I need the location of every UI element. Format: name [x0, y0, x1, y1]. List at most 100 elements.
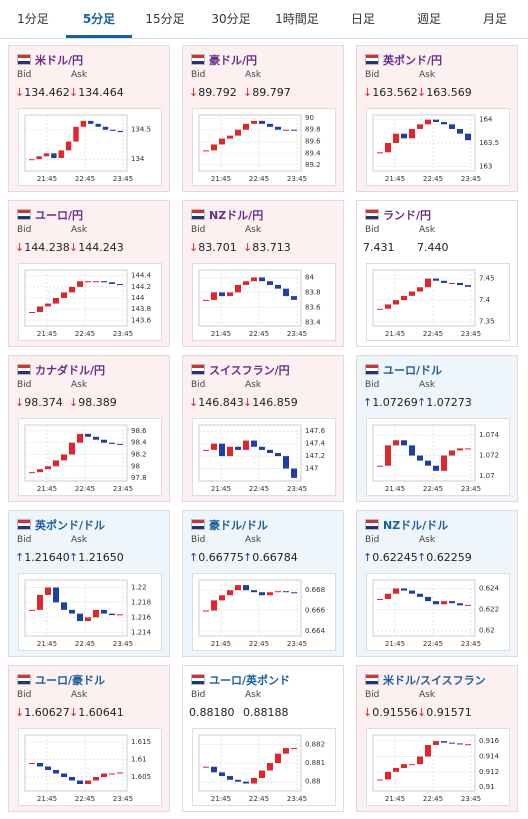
ask-value: ↓0.91571	[417, 706, 472, 719]
candle	[85, 617, 91, 622]
rate-card[interactable]: ユーロ/豪ドル Bid Ask ↓1.60627 ↓1.60641 1.605 1.61 1.…	[8, 665, 170, 812]
x-tick-label: 21:45	[385, 175, 405, 183]
candle	[291, 129, 297, 131]
candle	[267, 449, 273, 453]
y-tick-label: 1.615	[131, 738, 151, 746]
candle	[417, 287, 423, 292]
ask-number: 1.21650	[78, 551, 124, 564]
candle	[227, 446, 233, 457]
ask-number: 0.91571	[426, 706, 472, 719]
candle	[227, 135, 233, 139]
tab[interactable]: 15分足	[145, 12, 185, 26]
candle	[61, 773, 67, 777]
arrow: ↓	[363, 86, 373, 99]
candle	[417, 593, 423, 597]
rate-card[interactable]: 英ポンド/円 Bid Ask ↓163.562 ↓163.569 163 163.5 164 2…	[356, 45, 518, 192]
y-tick-label: 97.8	[131, 474, 147, 482]
rate-card[interactable]: ユーロ/円 Bid Ask ↓144.238 ↓144.243 143.6 143.8 144…	[8, 200, 170, 347]
arrow: ↓	[189, 396, 199, 409]
ask-number: 144.243	[78, 241, 124, 254]
pair-name: 豪ドル/ドル	[209, 519, 269, 532]
candle	[243, 440, 249, 450]
pair-name: 米ドル/スイスフラン	[383, 674, 486, 687]
x-tick-label: 22:45	[249, 175, 269, 183]
rate-card[interactable]: 豪ドル/ドル Bid Ask ↑0.66775 ↑0.66784 0.664 0.666 0.…	[182, 510, 344, 657]
rate-card[interactable]: ユーロ/ドル Bid Ask ↑1.07269 ↑1.07273 1.07 1.072 1.0…	[356, 355, 518, 502]
rate-card[interactable]: 米ドル/円 Bid Ask ↓134.462 ↓134.464 134 134.5 21:45…	[8, 45, 170, 192]
candle	[211, 600, 217, 611]
candle	[211, 144, 217, 151]
x-tick-label: 23:45	[287, 330, 307, 338]
y-tick-label: 98.6	[131, 427, 147, 435]
mini-chart: 134 134.5 21:45 22:45 23:45	[18, 108, 162, 186]
bid-label: Bid	[191, 70, 206, 80]
bid-number: 98.374	[24, 396, 63, 409]
tab[interactable]: 5分足	[66, 0, 132, 38]
candle	[425, 119, 431, 125]
ask-number: 146.859	[252, 396, 298, 409]
rate-card[interactable]: カナダドル/円 Bid Ask ↓98.374 ↓98.389 97.8 98 98.2 98.…	[8, 355, 170, 502]
ask-value: ↑0.62259	[417, 551, 472, 564]
candle	[401, 133, 407, 139]
candle	[251, 120, 257, 124]
plot-frame	[24, 734, 128, 792]
rate-card[interactable]: ランド/円 Bid Ask 7.431 7.440 7.35 7.4 7.45 21:45 22:…	[356, 200, 518, 347]
tab[interactable]: 日足	[350, 12, 375, 26]
chart-svg: 0.62 0.622 0.624 21:45 22:45 23:45	[372, 579, 500, 648]
candle	[85, 281, 91, 283]
rate-card[interactable]: 英ポンド/ドル Bid Ask ↑1.21640 ↑1.21650 1.214 1.216 1…	[8, 510, 170, 657]
arrow: ↓	[15, 241, 25, 254]
x-tick-label: 21:45	[385, 330, 405, 338]
rate-card[interactable]: 豪ドル/円 Bid Ask ↓89.792 ↓89.797 89.2 89.4 89.6 89.…	[182, 45, 344, 192]
tab[interactable]: 1時間足	[275, 12, 319, 26]
candle	[53, 587, 59, 603]
candle	[53, 460, 59, 467]
candle	[219, 443, 225, 457]
rate-card[interactable]: NZドル/円 Bid Ask ↓83.701 ↓83.713 83.4 83.6 83.8 84…	[182, 200, 344, 347]
bid-number: 89.792	[198, 86, 237, 99]
x-tick-label: 21:45	[385, 795, 405, 803]
candle	[109, 613, 115, 616]
candle	[425, 460, 431, 466]
pair-name: ユーロ/英ポンド	[209, 674, 291, 687]
rate-card[interactable]: ユーロ/英ポンド Bid Ask 0.88180 0.88188 0.88 0.881 0.8…	[182, 665, 344, 812]
ask-label: Ask	[71, 690, 88, 700]
tab[interactable]: 1分足	[17, 12, 49, 26]
arrow: ↑	[363, 551, 373, 564]
candle	[227, 590, 233, 596]
candle	[457, 282, 463, 286]
candle	[36, 156, 42, 160]
candle	[203, 299, 209, 301]
rate-card[interactable]: 米ドル/スイスフラン Bid Ask ↓0.91556 ↓0.91571 0.91 0.91…	[356, 665, 518, 812]
ask-number: 0.88188	[243, 706, 289, 719]
ask-label: Ask	[419, 535, 436, 545]
candle	[441, 601, 447, 605]
x-tick-label: 22:45	[75, 175, 95, 183]
rate-card[interactable]: スイスフラン/円 Bid Ask ↓146.843 ↓146.859 147 147.2 14…	[182, 355, 344, 502]
tab[interactable]: 週足	[416, 12, 441, 26]
candle	[291, 592, 297, 594]
candle	[101, 439, 107, 443]
candle	[235, 284, 241, 293]
tab[interactable]: 月足	[482, 12, 507, 26]
candle	[77, 613, 83, 622]
candle	[457, 743, 463, 745]
y-tick-label: 0.882	[305, 740, 325, 748]
bid-number: 0.91556	[372, 706, 418, 719]
tab[interactable]: 30分足	[211, 12, 251, 26]
bid-label: Bid	[191, 535, 206, 545]
ask-value: ↓83.713	[243, 241, 291, 254]
mini-chart: 163 163.5 164 21:45 22:45 23:45	[366, 108, 510, 186]
bid-value: ↓1.60627	[15, 706, 70, 719]
ask-label: Ask	[245, 70, 262, 80]
candle	[29, 472, 35, 474]
ask-value: ↓144.243	[69, 241, 124, 254]
plot-frame	[198, 114, 302, 172]
plot-frame	[198, 424, 302, 482]
y-tick-label: 0.881	[305, 759, 325, 767]
bid-label: Bid	[191, 690, 206, 700]
ask-value: 7.440	[417, 241, 449, 254]
candle	[235, 446, 241, 450]
rate-card[interactable]: NZドル/ドル Bid Ask ↑0.62245 ↑0.62259 0.62 0.622 0.…	[356, 510, 518, 657]
candle	[377, 779, 383, 781]
